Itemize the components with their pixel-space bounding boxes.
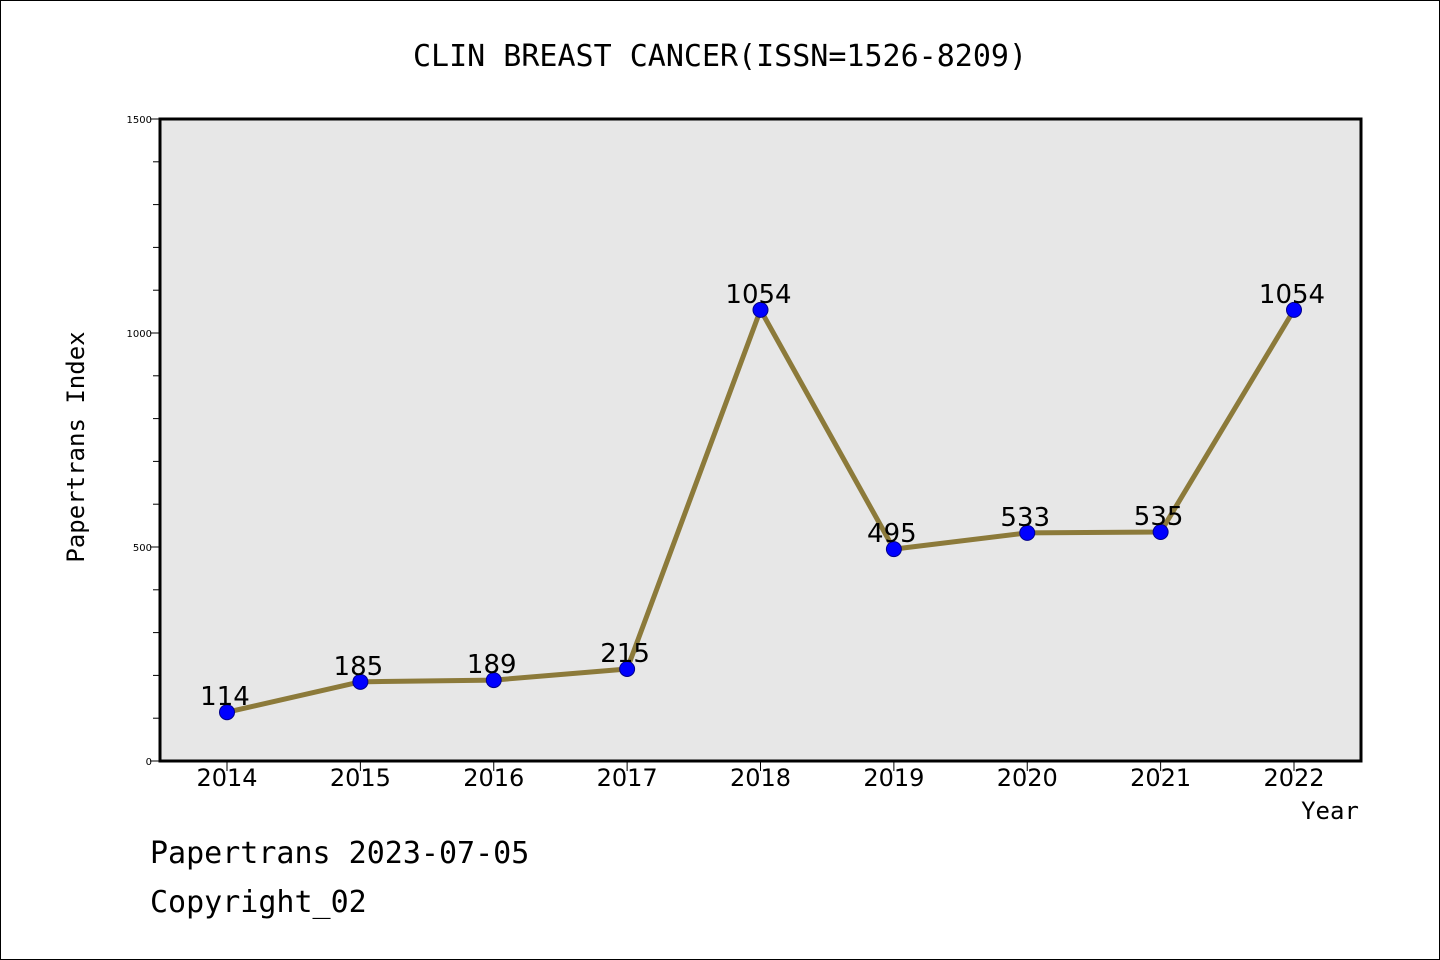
- x-tick-label: 2020: [997, 764, 1058, 792]
- data-label: 114: [200, 682, 250, 712]
- data-point: [885, 541, 902, 558]
- footer-copyright-text: Copyright_02: [150, 885, 367, 920]
- y-tick-label: 1000: [127, 329, 152, 340]
- x-axis-title: Year: [1301, 797, 1359, 825]
- y-axis: 0 500 1000 1500: [127, 115, 160, 768]
- chart-title: CLIN BREAST CANCER(ISSN=1526-8209): [413, 39, 1027, 74]
- y-axis-title: Papertrans Index: [62, 331, 90, 562]
- data-point: [485, 672, 502, 689]
- data-label: 1054: [725, 280, 791, 310]
- data-point: [619, 660, 636, 677]
- x-tick-label: 2019: [863, 764, 924, 792]
- x-tick-label: 2021: [1130, 764, 1191, 792]
- plot-area: [158, 117, 1363, 763]
- x-tick-label: 2016: [463, 764, 524, 792]
- data-label: 535: [1134, 502, 1184, 532]
- data-label: 215: [600, 639, 650, 669]
- x-tick-label: 2018: [730, 764, 791, 792]
- footer-date-text: Papertrans 2023-07-05: [150, 836, 530, 871]
- data-label-group: 114 185 189 215 1054 495 533 535 1054: [200, 280, 1325, 712]
- data-point: [1019, 524, 1036, 541]
- x-axis: 2014 2015 2016 2017 2018 2019 2020 2021 2022: [196, 761, 1325, 792]
- data-point: [1152, 524, 1169, 541]
- x-tick-label: 2014: [196, 764, 257, 792]
- y-tick-label: 0: [146, 757, 152, 768]
- data-label: 533: [1000, 503, 1050, 533]
- marker-group: [219, 301, 1302, 721]
- data-point: [752, 301, 769, 318]
- x-tick-label: 2017: [597, 764, 658, 792]
- y-tick-label: 500: [133, 543, 152, 554]
- data-point: [219, 704, 235, 721]
- data-label: 189: [467, 650, 517, 680]
- data-point: [1286, 301, 1302, 318]
- data-label: 185: [334, 652, 384, 682]
- y-tick-label: 1500: [127, 115, 152, 126]
- data-point: [352, 673, 369, 690]
- data-label: 1054: [1259, 280, 1325, 310]
- data-label: 495: [867, 519, 917, 549]
- x-tick-label: 2015: [330, 764, 391, 792]
- x-tick-label: 2022: [1263, 764, 1324, 792]
